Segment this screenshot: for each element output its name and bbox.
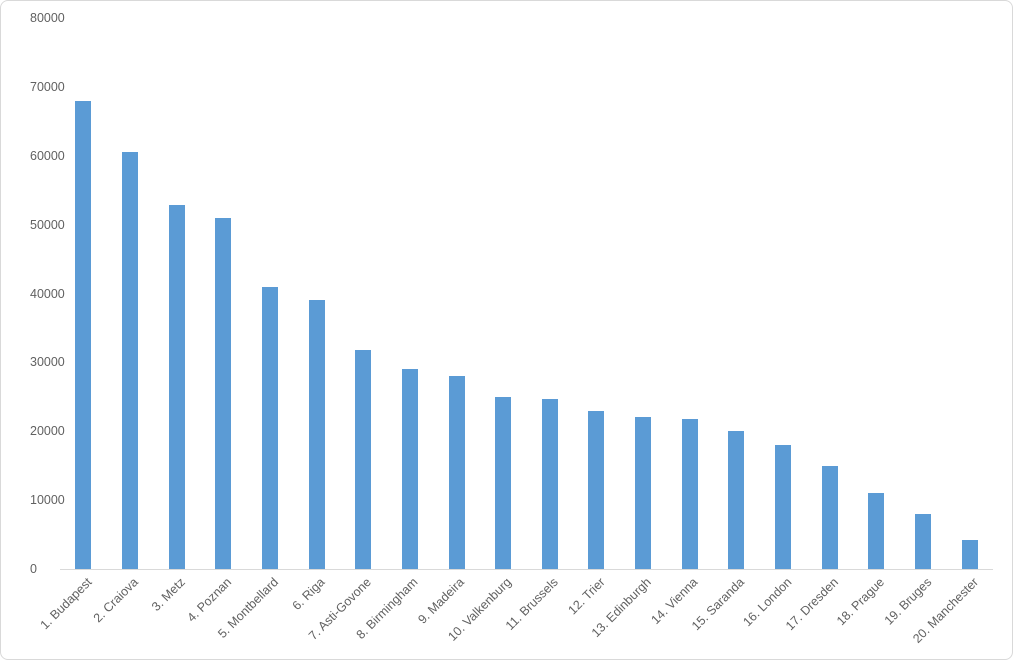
bar-london xyxy=(775,445,791,569)
bar-manchester xyxy=(962,540,978,569)
bar-bruges xyxy=(915,514,931,569)
bar-trier xyxy=(588,411,604,569)
x-axis-tick-label: 12. Trier xyxy=(565,575,608,618)
y-axis-tick-label: 70000 xyxy=(30,79,65,94)
x-axis-tick-label: 18. Prague xyxy=(834,575,888,629)
y-axis-tick-label: 60000 xyxy=(30,148,65,163)
bar-riga xyxy=(309,300,325,569)
y-axis-tick-label: 50000 xyxy=(30,217,65,232)
x-axis-tick-label: 4. Poznan xyxy=(184,575,235,625)
y-axis-tick-label: 0 xyxy=(30,562,37,576)
y-axis-tick-label: 30000 xyxy=(30,355,65,370)
bar-vienna xyxy=(682,419,698,569)
x-axis-tick-label: 3. Metz xyxy=(148,575,188,614)
y-axis-tick-label: 20000 xyxy=(30,424,65,439)
bar-prague xyxy=(868,493,884,569)
bar-metz xyxy=(169,205,185,569)
bar-edinburgh xyxy=(635,417,651,569)
bar-budapest xyxy=(75,101,91,569)
x-axis-tick-label: 6. Riga xyxy=(289,575,328,613)
x-axis-tick-label: 1. Budapest xyxy=(37,575,95,633)
bar-valkenburg xyxy=(495,397,511,569)
y-axis-tick-label: 40000 xyxy=(30,286,65,301)
bar-madeira xyxy=(449,376,465,569)
y-axis-tick-label: 10000 xyxy=(30,493,65,508)
bar-asti-govone xyxy=(355,350,371,569)
bar-birmingham xyxy=(402,369,418,569)
bar-poznan xyxy=(215,218,231,569)
x-axis-tick-label: 2. Craiova xyxy=(90,575,141,626)
bar-montbellard xyxy=(262,287,278,569)
bar-dresden xyxy=(822,466,838,569)
y-axis-tick-label: 80000 xyxy=(30,11,65,25)
bar-saranda xyxy=(728,431,744,569)
bar-brussels xyxy=(542,399,558,569)
x-axis-line xyxy=(60,569,993,570)
bar-craiova xyxy=(122,152,138,569)
